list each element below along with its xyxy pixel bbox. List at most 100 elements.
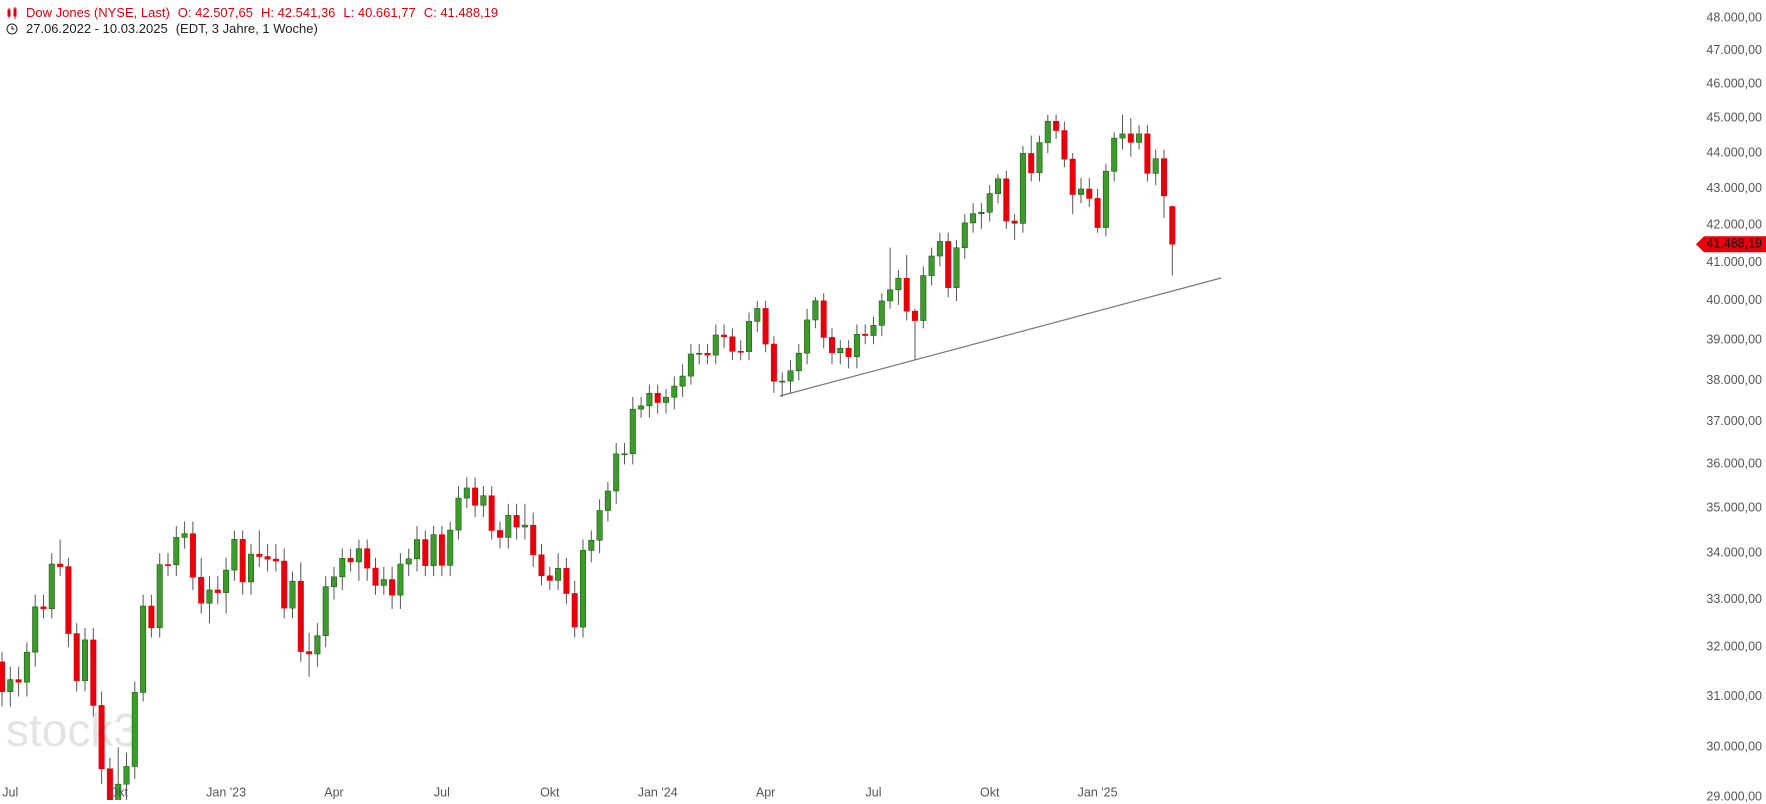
candle-body — [1111, 137, 1118, 172]
candle-body — [297, 580, 304, 652]
date-range: 27.06.2022 - 10.03.2025 — [26, 21, 168, 36]
candle-body — [1028, 153, 1035, 174]
candle-body — [198, 576, 205, 604]
candle-body — [1119, 133, 1126, 139]
x-tick-label: Jan '25 — [1078, 785, 1118, 799]
candle-body — [762, 308, 769, 345]
candle-body — [696, 353, 703, 355]
candle-body — [65, 566, 72, 634]
candle-body — [687, 353, 694, 377]
candle-body — [978, 211, 985, 215]
candle-body — [555, 567, 562, 581]
y-tick-label: 46.000,00 — [1706, 76, 1762, 90]
x-tick-label: Jul — [2, 785, 18, 799]
candle-icon — [7, 6, 17, 19]
candle-body — [115, 783, 122, 800]
candle-body — [1069, 158, 1076, 195]
candle-body — [455, 497, 462, 531]
candle-body — [588, 539, 595, 551]
y-tick-label: 43.000,00 — [1706, 181, 1762, 195]
candle-body — [563, 567, 570, 594]
candle-body — [306, 651, 313, 655]
candle-body — [472, 487, 479, 506]
candle-body — [40, 606, 47, 610]
candle-body — [911, 310, 918, 321]
candle-body — [604, 490, 611, 511]
x-tick-label: Okt — [108, 785, 128, 799]
candle-body — [970, 213, 977, 224]
open: O: 42.507,65 — [177, 5, 253, 20]
x-tick-label: Okt — [540, 785, 560, 799]
candle-body — [1152, 158, 1159, 174]
candle-body — [1078, 188, 1085, 195]
candle-body — [986, 193, 993, 213]
candle-body — [422, 539, 429, 566]
candle-body — [928, 255, 935, 276]
candle-body — [480, 495, 487, 506]
low: L: 40.661,77 — [343, 5, 416, 20]
candle-body — [712, 334, 719, 356]
candle-body — [239, 539, 246, 583]
x-tick-label: Jul — [434, 785, 450, 799]
close: C: 41.488,19 — [423, 5, 499, 20]
candle-body — [878, 300, 885, 326]
y-tick-label: 41.000,00 — [1706, 255, 1762, 269]
candle-body — [206, 589, 213, 604]
y-tick-label: 48.000,00 — [1706, 10, 1762, 24]
candle-body — [679, 375, 686, 387]
candle-body — [994, 178, 1001, 194]
candle-body — [73, 633, 80, 681]
candle-body — [272, 558, 279, 562]
candle-body — [1144, 133, 1151, 174]
candle-body — [165, 564, 172, 566]
candle-body — [23, 651, 30, 683]
candle-body — [355, 548, 362, 563]
candle-body — [513, 515, 520, 528]
candle-body — [1136, 133, 1143, 143]
y-tick-label: 40.000,00 — [1706, 293, 1762, 307]
watermark: stock3 — [6, 704, 139, 756]
candle-body — [463, 487, 470, 499]
y-tick-label: 45.000,00 — [1706, 110, 1762, 124]
y-tick-label: 35.000,00 — [1706, 500, 1762, 514]
candle-body — [413, 539, 420, 560]
last-price-badge — [1696, 236, 1766, 253]
candle-body — [936, 241, 943, 257]
candle-body — [945, 241, 952, 288]
candle-body — [745, 321, 752, 352]
candle-body — [721, 334, 728, 338]
candle-body — [961, 222, 968, 249]
candle-body — [380, 579, 387, 586]
header-line: 27.06.2022 - 10.03.2025 (EDT, 3 Jahre, 1… — [6, 21, 318, 36]
candle-body — [281, 560, 288, 609]
candle-body — [671, 385, 678, 398]
candle-body — [1053, 120, 1060, 131]
candle-body — [787, 370, 794, 382]
candle-body — [812, 300, 819, 321]
y-tick-label: 33.000,00 — [1706, 592, 1762, 606]
candle-body — [638, 405, 645, 410]
candle-body — [148, 605, 155, 629]
candle-body — [405, 558, 412, 565]
candle-body — [189, 533, 196, 578]
y-tick-label: 37.000,00 — [1706, 414, 1762, 428]
candle-body — [1161, 158, 1168, 197]
candle-body — [48, 563, 55, 610]
candle-body — [364, 548, 371, 569]
info: (EDT, 3 Jahre, 1 Woche) — [175, 21, 318, 36]
candle-body — [248, 553, 255, 583]
candle-body — [82, 639, 89, 681]
x-tick-label: Okt — [980, 785, 1000, 799]
candle-body — [1019, 153, 1026, 224]
y-tick-label: 47.000,00 — [1706, 43, 1762, 57]
y-tick-label: 42.000,00 — [1706, 218, 1762, 232]
candle-body — [231, 539, 238, 571]
candle-body — [131, 692, 138, 767]
x-tick-label: Apr — [756, 785, 775, 799]
candle-body — [0, 661, 6, 692]
candle-body — [654, 392, 661, 403]
candle-body — [754, 308, 761, 322]
